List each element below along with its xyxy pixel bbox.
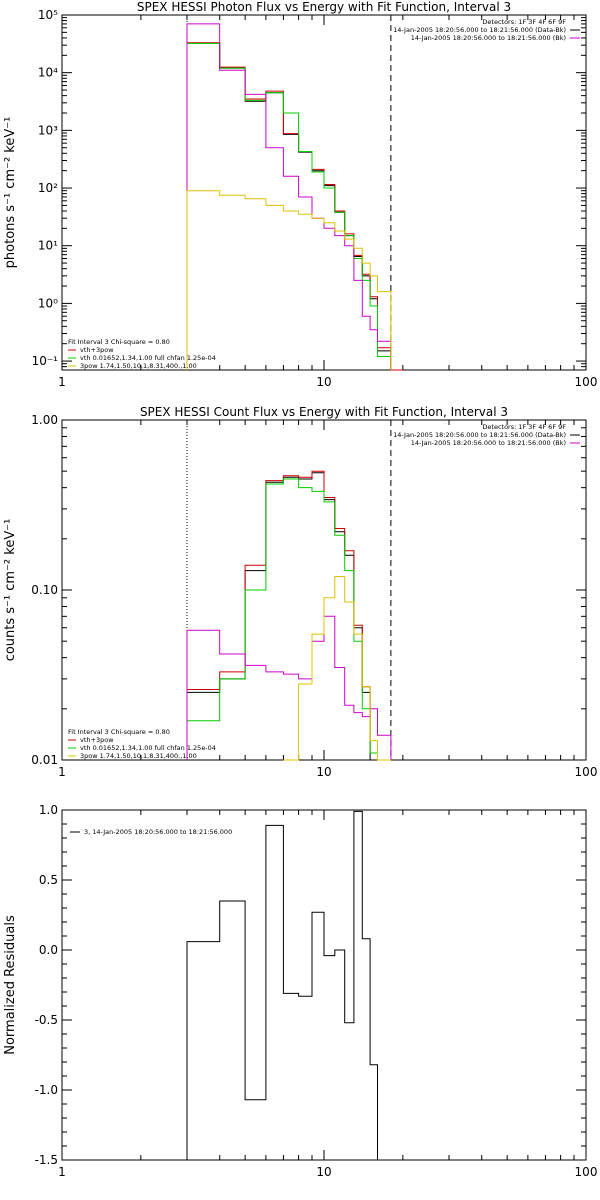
count-flux-panel: SPEX HESSI Count Flux vs Energy with Fit… [3, 405, 597, 779]
legend-entry: 3, 14-Jan-2005 18:20:56.000 to 18:21:56.… [84, 828, 232, 836]
x-tick-label: 1 [58, 1165, 66, 1179]
x-tick-label: 100 [575, 375, 598, 389]
chart-title: SPEX HESSI Count Flux vs Energy with Fit… [140, 405, 508, 419]
y-axis-label: Normalized Residuals [3, 915, 18, 1055]
legend-top-entry: 14-Jan-2005 18:20:56.000 to 18:21:56.000… [393, 26, 566, 34]
x-tick-label: 10 [316, 765, 331, 779]
residuals-panel: Normalized Residuals 1 10 100 -1.5 -1.0 -0.5 0.… [3, 803, 597, 1179]
y-tick-label: 0.0 [39, 943, 58, 957]
y-tick-label: -0.5 [35, 1013, 58, 1027]
y-tick-label: 10⁻¹ [32, 354, 59, 368]
series-step-line [186, 190, 392, 370]
x-tick-label: 1 [58, 765, 66, 779]
y-tick-label: 1.00 [31, 413, 58, 427]
y-tick-label: 1.0 [39, 803, 58, 817]
y-tick-label: 0.01 [31, 753, 58, 767]
legend-bottom-entry: 3pow 1.74,1.50,10.1,8.31,400.,1.00 [80, 752, 197, 760]
legend-bottom-entry: Fit Interval 3 Chi-square = 0.80 [68, 728, 170, 736]
legend-top-entry: 14-Jan-2005 18:20:56.000 to 18:21:56.000… [393, 431, 566, 439]
series-step-line [186, 43, 392, 370]
legend-bottom-entry: vth 0.01652,1.34,1.00 full chfan 1.25e-0… [80, 354, 216, 362]
y-tick-label: 0.5 [39, 873, 58, 887]
legend-bottom-entry: vth+3pow [80, 736, 114, 744]
x-tick-label: 10 [316, 1165, 331, 1179]
x-tick-label: 100 [575, 1165, 598, 1179]
y-tick-label: 10² [38, 181, 58, 195]
y-tick-label: 10⁰ [38, 296, 58, 310]
legend-bottom-entry: Fit Interval 3 Chi-square = 0.80 [68, 338, 170, 346]
legend-bottom-entry: vth 0.01652,1.34,1.00 full chfan 1.25e-0… [80, 744, 216, 752]
legend-bottom-entry: 3pow 1.74,1.50,10.1,8.31,400.,1.00 [80, 362, 197, 370]
y-tick-label: 0.10 [31, 583, 58, 597]
legend-bottom-entry: vth+3pow [80, 346, 114, 354]
plot-frame [61, 14, 587, 371]
plot-frame [61, 809, 587, 1161]
series-step-line [186, 472, 378, 761]
chart-title: SPEX HESSI Photon Flux vs Energy with Fi… [137, 0, 511, 14]
x-tick-label: 1 [58, 375, 66, 389]
photon-flux-panel: SPEX HESSI Photon Flux vs Energy with Fi… [3, 0, 597, 389]
y-tick-label: -1.5 [35, 1153, 58, 1167]
series-step-line [186, 470, 378, 760]
series-step-line [186, 810, 378, 1160]
y-tick-label: 10¹ [38, 239, 58, 253]
y-axis-label: photons s⁻¹ cm⁻² keV⁻¹ [3, 117, 18, 269]
y-axis-label: counts s⁻¹ cm⁻² keV⁻¹ [3, 519, 18, 662]
legend-top-entry: Detectors: 1F 3F 4F 6F 9F [482, 423, 566, 431]
series-step-line [186, 43, 392, 370]
legend-top-entry: Detectors: 1F 3F 4F 6F 9F [482, 18, 566, 26]
legend-top-entry: 14-Jan-2005 18:20:56.000 to 18:21:56.000… [411, 34, 566, 42]
series-step-line [186, 615, 392, 760]
x-tick-label: 10 [316, 375, 331, 389]
y-tick-label: 10⁴ [38, 66, 58, 80]
legend-top-entry: 14-Jan-2005 18:20:56.000 to 18:21:56.000… [411, 439, 566, 447]
x-tick-label: 100 [575, 765, 598, 779]
series-step-line [186, 23, 392, 370]
y-tick-label: 10³ [38, 123, 58, 137]
y-tick-label: -1.0 [35, 1083, 58, 1097]
series-step-line [283, 576, 391, 761]
y-tick-label: 10⁵ [38, 8, 58, 22]
series-step-line [186, 478, 378, 760]
